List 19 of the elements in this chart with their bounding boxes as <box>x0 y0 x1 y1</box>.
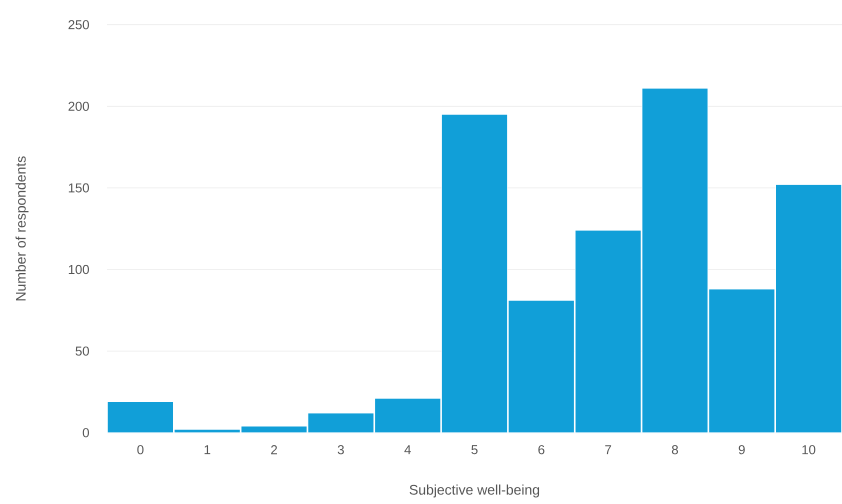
x-axis-title: Subjective well-being <box>410 484 540 498</box>
y-tick-label: 0 <box>82 428 89 438</box>
x-tick-label: 1 <box>204 445 210 454</box>
y-tick-label: 50 <box>76 346 89 356</box>
y-tick-label: 200 <box>68 102 89 111</box>
x-tick-label: 0 <box>137 445 144 454</box>
x-tick-label: 3 <box>338 445 344 454</box>
y-tick-label: 100 <box>68 264 89 274</box>
x-tick-label: 7 <box>605 445 612 454</box>
x-tick-label: 8 <box>672 445 678 454</box>
x-tick-label: 2 <box>271 445 277 454</box>
y-axis-title: Number of respondents <box>15 156 28 300</box>
x-tick-label: 9 <box>738 445 745 454</box>
x-tick-label: 5 <box>471 445 478 454</box>
x-tick-label: 10 <box>802 445 816 454</box>
x-tick-label: 4 <box>404 445 411 454</box>
y-tick-label: 250 <box>68 20 89 30</box>
x-tick-label: 6 <box>538 445 544 454</box>
y-tick-label: 150 <box>68 183 89 192</box>
